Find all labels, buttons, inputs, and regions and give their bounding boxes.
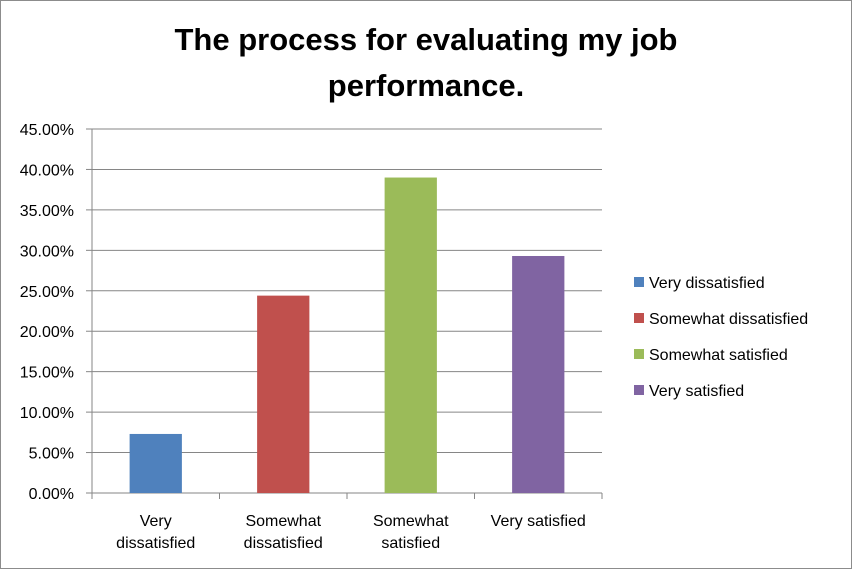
y-tick-label: 40.00% (20, 162, 74, 179)
x-category-label-line: Very satisfied (491, 513, 586, 530)
y-tick-label: 15.00% (20, 365, 74, 382)
y-tick-label: 5.00% (29, 446, 74, 463)
y-tick-label: 0.00% (29, 486, 74, 503)
y-tick-label: 45.00% (20, 122, 74, 139)
chart-title-line-1: The process for evaluating my job (174, 22, 677, 57)
legend-swatch (634, 313, 644, 323)
x-category-label-line: satisfied (381, 535, 440, 552)
x-category-label-line: dissatisfied (244, 535, 323, 552)
legend-label: Very satisfied (649, 383, 744, 400)
bar (257, 295, 310, 493)
x-category-label-line: Very (140, 513, 172, 530)
legend-swatch (634, 349, 644, 359)
y-tick-label: 10.00% (20, 405, 74, 422)
x-category-label-line: Somewhat (373, 513, 449, 530)
legend-label: Somewhat dissatisfied (649, 311, 808, 328)
x-category-label: Very dissatisfied (116, 513, 195, 552)
bar (384, 177, 437, 494)
y-tick-label: 20.00% (20, 324, 74, 341)
bar (512, 255, 565, 493)
x-category-label: Somewhat satisfied (373, 513, 449, 552)
x-category-label: Somewhat dissatisfied (244, 513, 323, 552)
legend-label: Somewhat satisfied (649, 347, 788, 364)
x-category-label: Very satisfied (491, 513, 586, 530)
y-tick-label: 25.00% (20, 284, 74, 301)
y-tick-label: 35.00% (20, 203, 74, 220)
x-category-label-line: Somewhat (245, 513, 321, 530)
bar (129, 433, 182, 493)
chart-title-line-2: performance. (328, 68, 524, 103)
legend-label: Very dissatisfied (649, 275, 765, 292)
legend-swatch (634, 385, 644, 395)
x-category-label-line: dissatisfied (116, 535, 195, 552)
y-tick-label: 30.00% (20, 243, 74, 260)
legend-swatch (634, 277, 644, 287)
